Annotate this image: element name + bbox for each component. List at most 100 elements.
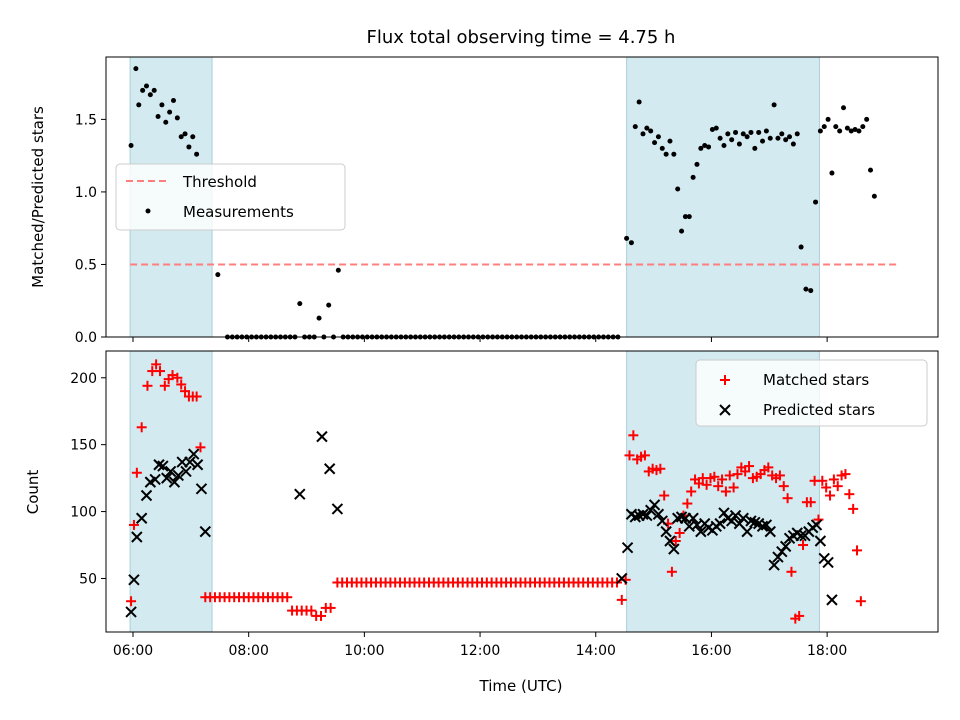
predicted-star-point (795, 529, 807, 542)
predicted-star-point (637, 508, 649, 520)
matched-star-point (717, 474, 728, 485)
predicted-star-point (161, 472, 173, 484)
predicted-stars-legend-label: Predicted stars (763, 401, 875, 419)
matched-stars-legend-swatch (720, 375, 730, 385)
measurement-point (829, 170, 835, 176)
matched-star-point (151, 359, 162, 370)
matched-star-point (828, 474, 839, 485)
matched-star-point (778, 481, 789, 492)
predicted-star-point-b (691, 519, 703, 531)
measurement-point (748, 129, 754, 135)
predicted-star-point-b (772, 551, 784, 563)
measurement-point (794, 131, 800, 137)
predicted-star-point (180, 465, 192, 478)
predicted-star-point (140, 489, 153, 502)
predicted-star-point (184, 456, 196, 468)
predicted-star-point-b (172, 469, 185, 482)
matched-star-point (639, 450, 650, 461)
measurement-point (808, 288, 814, 294)
predicted-star-point-b (157, 460, 169, 472)
measurement-point (326, 302, 332, 308)
measurement-point (864, 116, 870, 122)
measurement-point (335, 267, 341, 273)
matched-star-point (674, 527, 685, 538)
predicted-star-point (164, 465, 177, 478)
top-y-axis-label: Matched/Predicted stars (29, 106, 47, 288)
measurement-point (316, 315, 322, 321)
measurement-point (194, 151, 200, 157)
predicted-star-point-b (737, 512, 749, 524)
y-tick-label: 150 (70, 438, 97, 454)
matched-star-point (686, 486, 697, 497)
bottom-plot-frame (105, 350, 939, 633)
measurement-point (763, 128, 769, 134)
measurement-point (775, 135, 781, 141)
measurement-point (170, 98, 176, 104)
predicted-star-point (323, 463, 336, 475)
measurement-point (694, 161, 700, 167)
x-tick-label: 10:00 (344, 643, 384, 659)
matched-star-point (659, 490, 670, 501)
measurement-point (706, 144, 712, 150)
x-tick-label: 08:00 (229, 643, 269, 659)
matched-star-point (709, 471, 720, 482)
y-tick-label: 50 (79, 571, 97, 587)
predicted-star-point (660, 525, 672, 538)
matched-star-point (724, 470, 735, 481)
top-panel: 0.0 0.5 1.0 1.5 Matched/Predicted stars Thr… (29, 56, 939, 346)
predicted-star-point (741, 525, 753, 538)
measurement-point (182, 131, 188, 137)
measurement-point (767, 135, 773, 141)
matched-stars-series (126, 359, 866, 624)
measurement-point (729, 137, 735, 143)
measurements-legend-swatch (145, 208, 151, 214)
measurement-point (721, 142, 727, 148)
measurement-point (848, 128, 854, 134)
predicted-star-point (749, 516, 761, 528)
x-tick-label: 12:00 (460, 643, 500, 659)
bottom-y-axis-label: Count (24, 470, 42, 515)
measurement-point (690, 174, 696, 180)
predicted-star-point-b (135, 512, 148, 524)
matched-star-point (126, 596, 137, 607)
matched-star-point (817, 475, 828, 486)
measurement-point (698, 145, 704, 151)
bottom-legend: Matched stars Predicted stars (695, 359, 928, 427)
matched-star-point (315, 610, 326, 621)
predicted-star-point-b (641, 509, 653, 522)
matched-star-point (682, 498, 693, 509)
measurement-point (167, 109, 173, 115)
matched-star-point (666, 566, 677, 577)
measurement-point (652, 140, 658, 146)
top-legend: Threshold Measurements (115, 163, 346, 231)
measurement-point (215, 272, 221, 278)
matched-star-point (154, 366, 165, 377)
predicted-star-point (629, 511, 641, 523)
measurement-point (136, 102, 142, 108)
measurement-point (833, 124, 839, 130)
predicted-star-point-b (161, 472, 173, 484)
matched-star-point (191, 391, 202, 402)
predicted-star-point (695, 525, 707, 538)
predicted-star-point-b (675, 511, 688, 523)
predicted-star-point-b (729, 509, 742, 522)
predicted-star-point-b (683, 520, 695, 532)
measurement-point (803, 286, 809, 292)
predicted-star-point (149, 473, 161, 486)
measurement-point (151, 87, 157, 93)
bottom-y-axis-ticks: 50 100 150 200 (70, 371, 106, 587)
predicted-star-point-b (768, 559, 780, 571)
predicted-star-point-b (164, 465, 177, 478)
predicted-star-point (725, 515, 738, 527)
y-tick-label: 0.5 (75, 257, 97, 273)
predicted-legend-marker (719, 404, 731, 416)
measurement-point (186, 144, 192, 150)
measurement-point (725, 131, 731, 137)
matched-star-point (855, 596, 866, 607)
matched-star-point (628, 430, 639, 441)
matched-star-point (763, 462, 774, 473)
y-tick-label: 0.0 (75, 330, 97, 346)
matched-star-point (325, 602, 336, 613)
predicted-star-point-b (644, 504, 657, 516)
predicted-star-point-b (660, 525, 672, 538)
